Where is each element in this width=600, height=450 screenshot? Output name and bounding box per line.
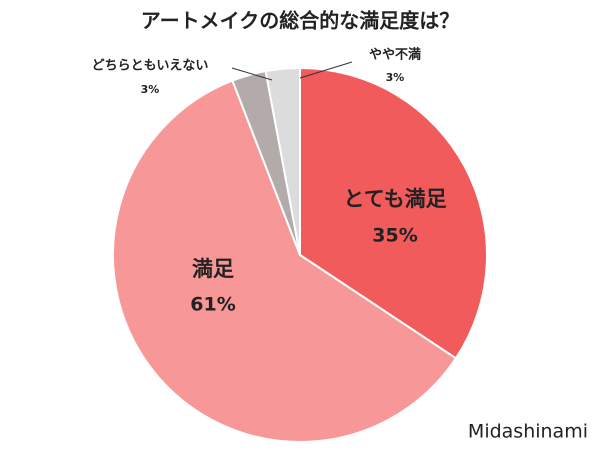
pie-slice <box>112 79 458 443</box>
slice-label: とても満足 <box>343 187 446 211</box>
slice-label: やや不満 <box>369 47 421 63</box>
slice-label: どちらともいえない <box>92 59 209 74</box>
value-label: 61% <box>190 294 235 316</box>
value-label: 35% <box>372 225 417 247</box>
pie-slice <box>264 66 301 256</box>
leader-line <box>299 61 353 79</box>
slice-label: 満足 <box>192 257 234 281</box>
value-label: 3% <box>386 71 405 84</box>
value-label: 3% <box>141 83 160 96</box>
leader-line <box>231 67 273 81</box>
watermark: Midashinami <box>468 421 588 443</box>
chart-title: アートメイクの総合的な満足度は？ <box>141 9 459 33</box>
